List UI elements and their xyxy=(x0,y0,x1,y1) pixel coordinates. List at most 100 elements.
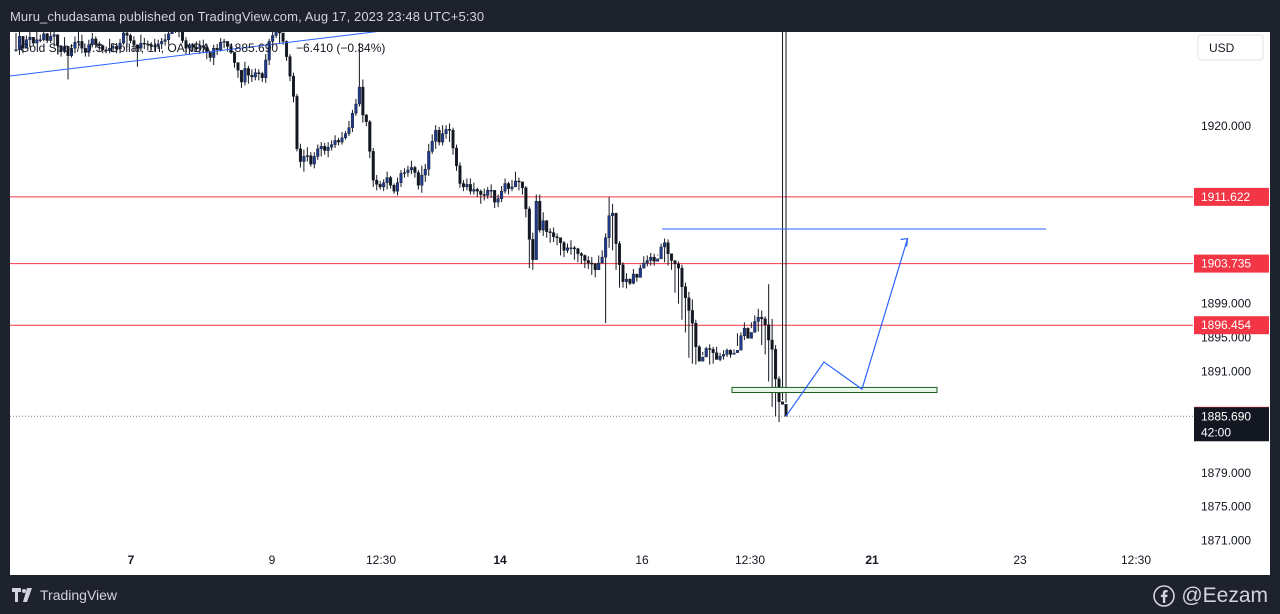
level-price-tag-2-label: 1896.454 xyxy=(1201,318,1251,332)
candle-body-down xyxy=(763,318,767,326)
candle-body-down xyxy=(673,260,677,265)
candle-body-up xyxy=(24,39,28,49)
candle-body-down xyxy=(83,47,87,53)
candle-body-down xyxy=(628,278,632,284)
candle-50 xyxy=(187,43,191,55)
candle-body-up xyxy=(305,155,309,157)
candle-body-up xyxy=(222,41,226,43)
candle-58 xyxy=(215,43,219,55)
candle-111 xyxy=(399,169,403,187)
candle-72 xyxy=(264,54,268,83)
candle-124 xyxy=(444,125,448,139)
candle-167 xyxy=(593,263,597,278)
candle-body-up xyxy=(302,156,306,162)
candle-body-up xyxy=(656,258,660,262)
candle-body-up xyxy=(659,246,663,260)
candle-body-up xyxy=(718,355,722,360)
candle-147 xyxy=(524,186,528,218)
candle-189 xyxy=(670,253,674,270)
candle-body-down xyxy=(621,264,625,282)
candle-130 xyxy=(465,178,469,191)
chart-area[interactable]: 1920.000 1899.000 1895.000 1891.000 1879.000… xyxy=(9,26,1270,575)
candle-67 xyxy=(246,65,250,84)
projection-path[interactable] xyxy=(785,238,909,417)
candle-142 xyxy=(507,181,511,195)
candle-213 xyxy=(753,315,757,333)
candle-body-down xyxy=(184,40,188,49)
candle-body-down xyxy=(31,36,35,44)
price-chart[interactable]: 1920.0001899.0001895.0001891.0001879.000… xyxy=(9,26,1270,575)
tradingview-logo[interactable]: TradingView xyxy=(12,587,117,603)
candle-206 xyxy=(729,349,733,358)
x-tick-label: 23 xyxy=(1013,553,1027,567)
candle-92 xyxy=(333,135,337,148)
candle-body-down xyxy=(618,243,622,265)
candle-110 xyxy=(396,177,400,196)
countdown-label: 42:00 xyxy=(1201,425,1231,439)
candle-body-down xyxy=(482,194,486,196)
candle-191 xyxy=(676,261,680,304)
candle-154 xyxy=(548,228,552,243)
candle-body-down xyxy=(586,260,590,264)
candle-75 xyxy=(274,26,278,39)
candle-119 xyxy=(427,143,431,176)
x-tick-label: 12:30 xyxy=(366,553,396,567)
candle-body-down xyxy=(45,33,49,41)
candle-27 xyxy=(108,38,112,54)
candle-body-down xyxy=(680,267,684,287)
candle-158 xyxy=(562,241,566,258)
candle-body-up xyxy=(486,190,490,196)
candle-body-up xyxy=(153,45,157,47)
candle-7 xyxy=(38,34,42,43)
level-price-tag-1: 1903.735 xyxy=(1194,254,1269,273)
candle-body-up xyxy=(49,36,53,41)
candle-136 xyxy=(486,186,490,199)
candle-body-up xyxy=(90,38,94,45)
candle-184 xyxy=(652,253,656,266)
candle-99 xyxy=(357,43,361,107)
candle-body-down xyxy=(378,184,382,188)
candle-body-down xyxy=(416,172,420,186)
candle-body-down xyxy=(614,212,618,244)
candle-79 xyxy=(288,54,292,82)
candle-body-down xyxy=(694,322,698,348)
candle-body-down xyxy=(194,47,198,50)
candle-body-up xyxy=(52,34,56,37)
candle-body-up xyxy=(513,180,517,188)
candle-body-up xyxy=(749,332,753,339)
candle-body-down xyxy=(413,167,417,173)
currency-button[interactable]: USD xyxy=(1197,34,1264,61)
candle-body-down xyxy=(451,130,455,149)
candle-2 xyxy=(21,36,25,54)
candle-182 xyxy=(645,255,649,267)
candle-body-down xyxy=(201,45,205,48)
candle-3 xyxy=(24,35,28,49)
candle-body-down xyxy=(670,253,674,261)
tradingview-brand: TradingView xyxy=(40,587,118,603)
candle-body-up xyxy=(465,184,469,188)
candle-body-down xyxy=(559,237,563,243)
candle-body-up xyxy=(139,42,143,49)
candle-body-up xyxy=(642,262,646,269)
candle-121 xyxy=(434,125,438,149)
candle-162 xyxy=(576,247,580,263)
currency-button-box[interactable] xyxy=(1197,34,1264,61)
candle-body-down xyxy=(687,297,691,311)
currency-button-label[interactable]: USD xyxy=(1209,41,1235,55)
candle-195 xyxy=(690,299,694,364)
candle-37 xyxy=(142,38,146,50)
support-zone[interactable] xyxy=(731,386,938,393)
trend-line[interactable] xyxy=(9,29,391,77)
candle-body-down xyxy=(233,52,237,63)
candle-201 xyxy=(711,346,715,364)
candle-188 xyxy=(666,239,670,266)
candle-body-down xyxy=(375,179,379,185)
candle-49 xyxy=(184,37,188,55)
candle-148 xyxy=(527,206,531,269)
candle-193 xyxy=(683,282,687,333)
candle-body-down xyxy=(149,44,153,47)
candle-60 xyxy=(222,38,226,49)
candle-52 xyxy=(194,41,198,52)
candle-18 xyxy=(76,31,80,46)
candle-body-up xyxy=(316,148,320,157)
